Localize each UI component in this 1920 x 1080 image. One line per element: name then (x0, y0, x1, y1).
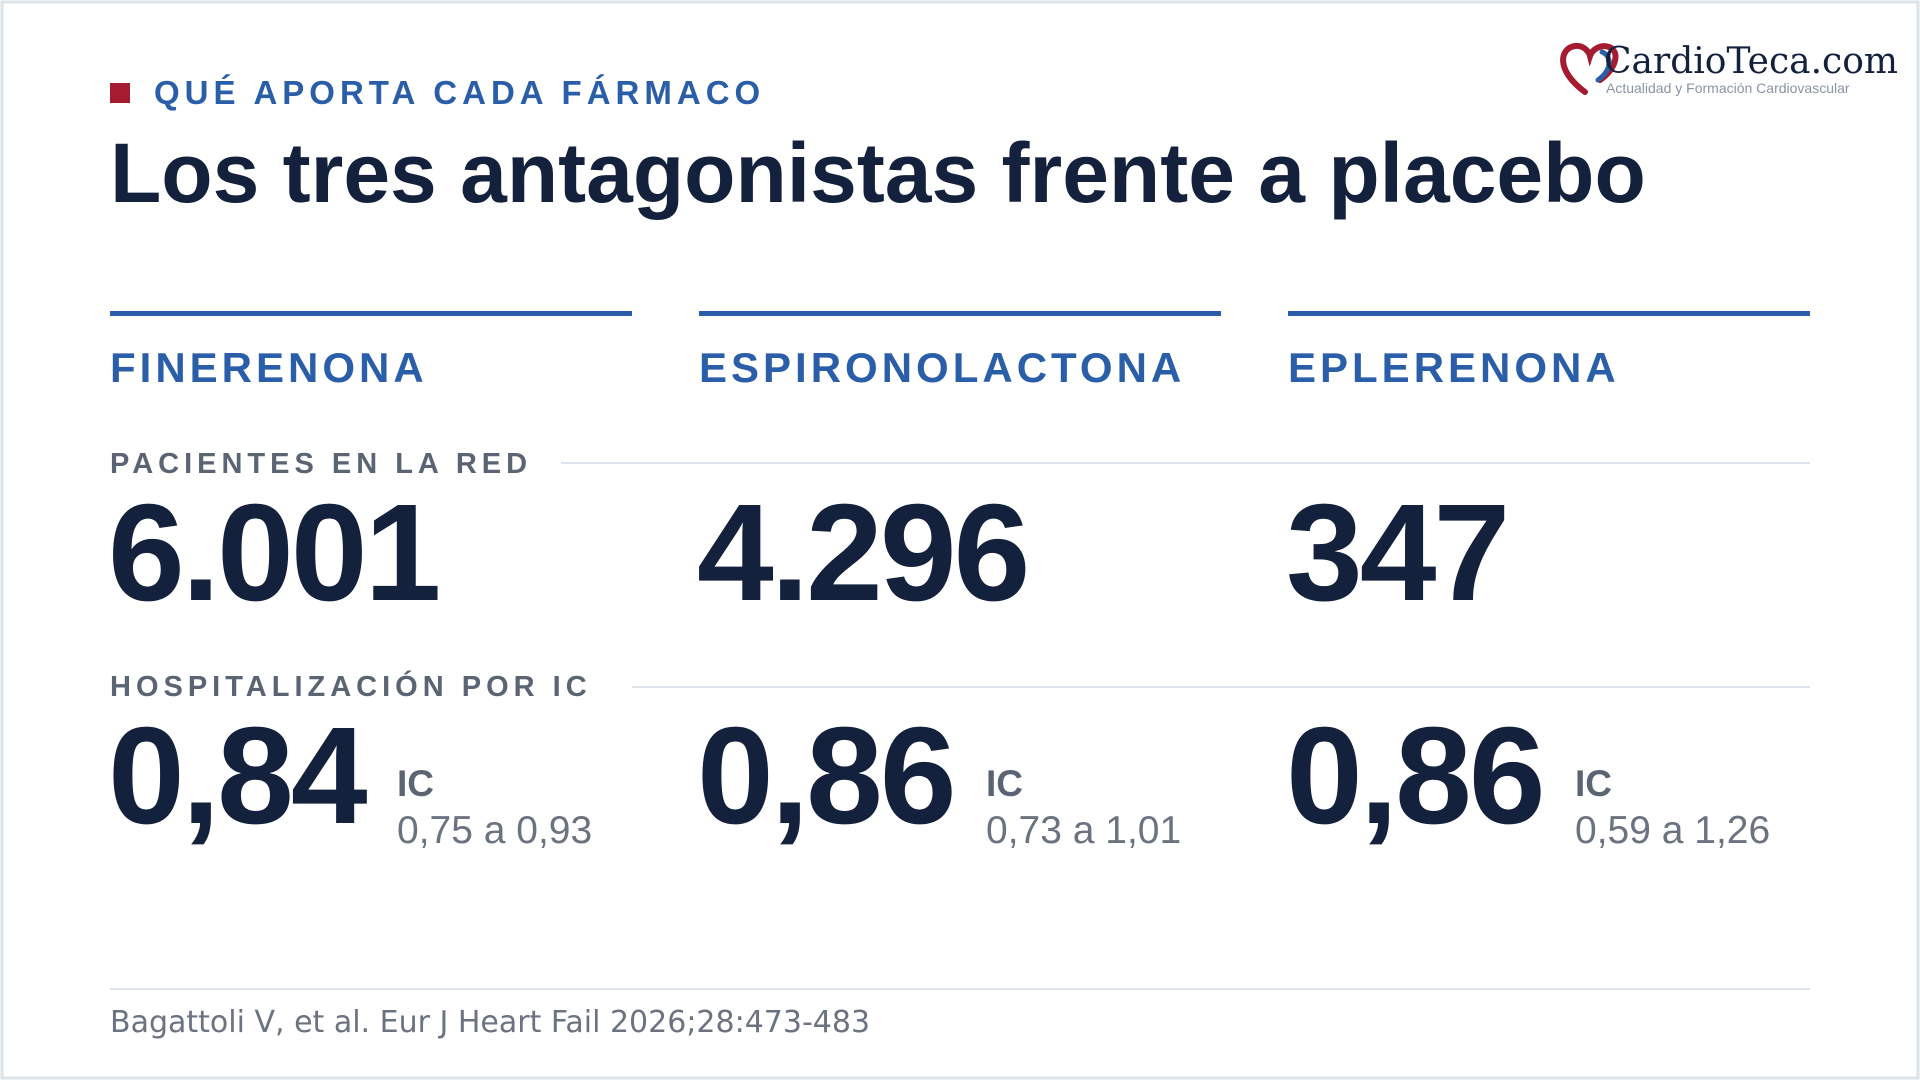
logo-heart-accent (1595, 49, 1612, 83)
column-rule (110, 311, 632, 316)
kicker-square (110, 83, 130, 103)
patients: 6.001 (108, 476, 438, 630)
drug-name: ESPIRONOLACTONA (699, 344, 1185, 391)
ci-range: 0,59 a 1,26 (1575, 809, 1770, 852)
ci-range: 0,73 a 1,01 (986, 809, 1181, 852)
logo-heart (1560, 42, 1619, 95)
hazard-ratio: 0,84 (108, 699, 368, 853)
section-label: PACIENTES EN LA RED (110, 448, 532, 480)
title: Los tres antagonistas frente a placebo (110, 126, 1646, 220)
drug-name: EPLERENONA (1288, 344, 1620, 391)
hazard-ratio: 0,86 (697, 699, 954, 853)
logo-tagline: Actualidad y Formación Cardiovascular (1606, 80, 1850, 96)
drug-name: FINERENONA (110, 344, 428, 391)
ci-label: IC (986, 763, 1023, 804)
ci-label: IC (397, 763, 434, 804)
patients: 4.296 (697, 476, 1027, 630)
citation: Bagattoli V, et al. Eur J Heart Fail 202… (110, 1005, 870, 1040)
logo: CardioTeca.com Actualidad y Formación Ca… (1560, 41, 1898, 96)
kicker: QUÉ APORTA CADA FÁRMACO (154, 74, 765, 111)
patients: 347 (1286, 476, 1507, 630)
ci-label: IC (1575, 763, 1612, 804)
column-rule (699, 311, 1221, 316)
column-rule (1288, 311, 1810, 316)
section-label: HOSPITALIZACIÓN POR IC (110, 669, 592, 703)
hazard-ratio: 0,86 (1286, 699, 1543, 853)
logo-name: CardioTeca.com (1604, 41, 1898, 82)
ci-range: 0,75 a 0,93 (397, 809, 592, 852)
